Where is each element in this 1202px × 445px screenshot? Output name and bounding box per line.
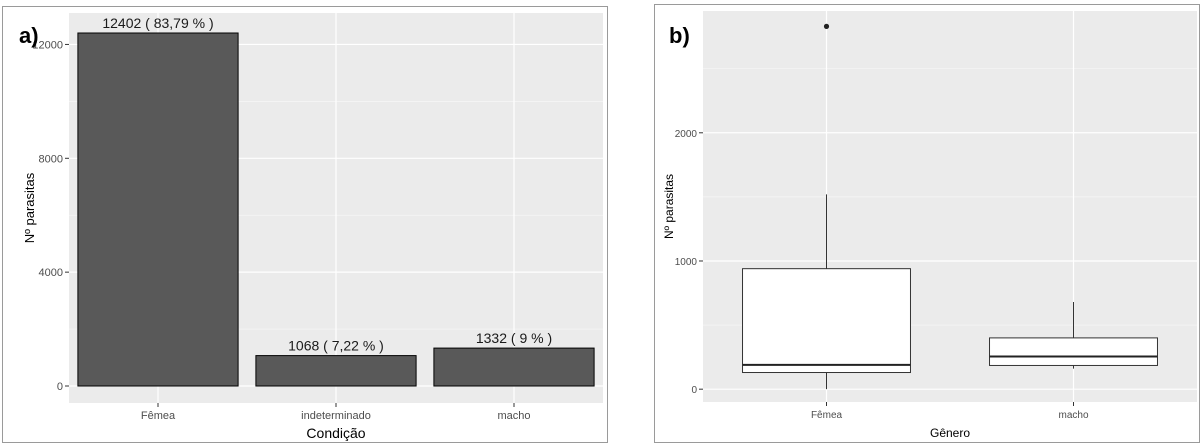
y-tick-label: 0 [57, 381, 63, 393]
y-tick-label: 4000 [39, 267, 63, 279]
x-axis-title: Condição [306, 425, 365, 441]
outlier-point [823, 23, 830, 29]
box [989, 337, 1158, 366]
x-tick-label: macho [497, 410, 530, 422]
boxplot-svg: 0 1000 2000 Fêmea macho Gênero Nº parasitas [662, 11, 1197, 440]
y-axis-title: Nº parasitas [662, 174, 676, 239]
y-tick-label: 1000 [675, 257, 698, 268]
x-tick-label: Fêmea [141, 410, 176, 422]
bar [255, 355, 417, 387]
x-tick-label: Fêmea [811, 410, 843, 421]
x-axis-title: Gênero [930, 426, 970, 440]
bar-chart-svg: 0 4000 8000 12000 12402 ( 83,79 % ) Fêmea 1068… [22, 13, 603, 441]
y-tick-label: 8000 [39, 153, 63, 165]
data-label: 1068 ( 7,22 % ) [288, 338, 384, 354]
x-tick-label: macho [1058, 410, 1088, 421]
data-label: 1332 ( 9 % ) [476, 330, 552, 346]
bar-chart-panel: 0 4000 8000 12000 12402 ( 83,79 % ) Fêmea 1068… [2, 6, 608, 443]
y-axis-title: Nº parasitas [22, 172, 37, 243]
bar [77, 32, 239, 387]
boxplot-panel: 0 1000 2000 Fêmea macho Gênero Nº parasitas b) [654, 4, 1200, 443]
bar [433, 347, 595, 387]
y-tick-label: 2000 [675, 129, 698, 140]
y-tick-label: 0 [691, 385, 697, 396]
data-label: 12402 ( 83,79 % ) [102, 15, 213, 31]
panel-label-a: a) [19, 23, 39, 48]
panel-label-b: b) [669, 23, 690, 48]
x-tick-label: indeterminado [301, 410, 371, 422]
box [742, 268, 911, 374]
y-tick-label: 12000 [32, 39, 63, 51]
